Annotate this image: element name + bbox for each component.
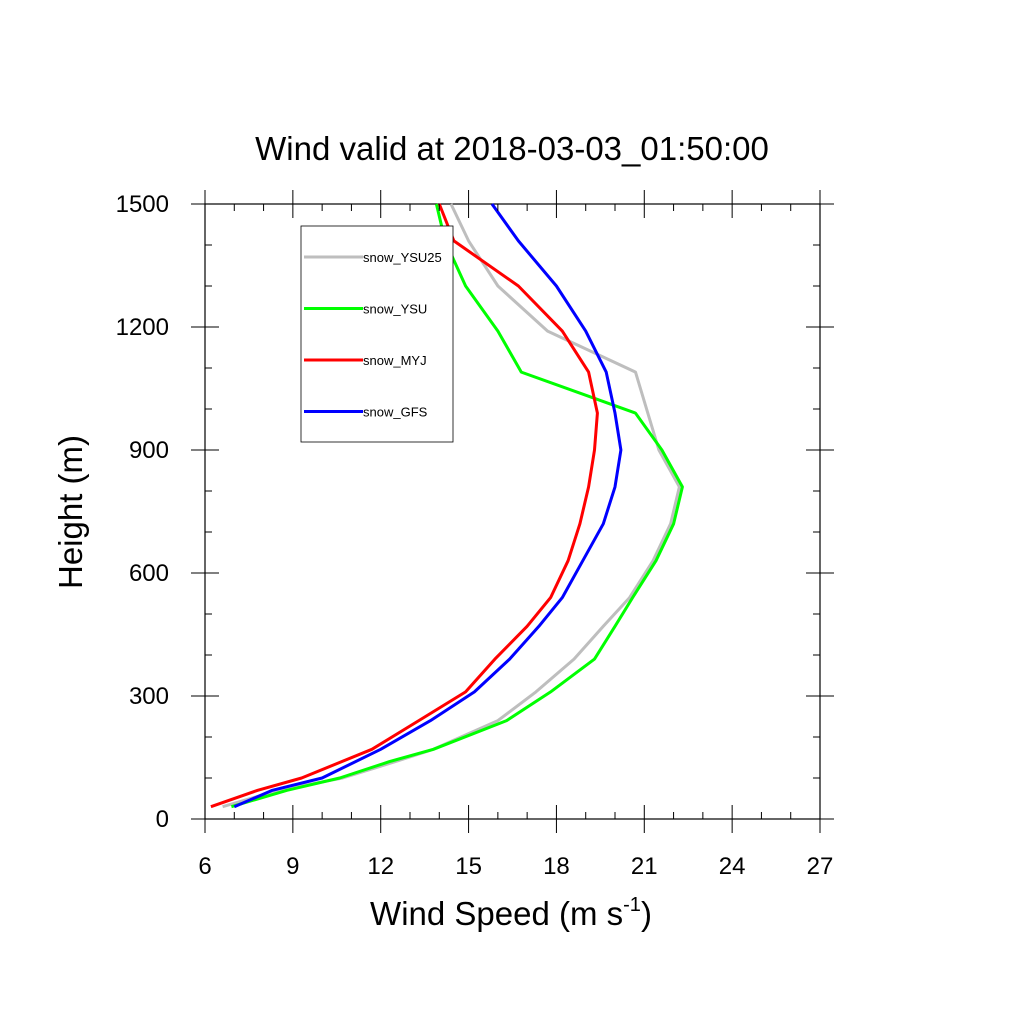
legend-label-snow_GFS: snow_GFS (363, 405, 428, 420)
legend-box (300, 225, 454, 443)
x-tick-label: 24 (719, 853, 746, 880)
y-tick-label: 1200 (116, 314, 169, 341)
x-axis-title-main: Wind Speed (m s (370, 895, 623, 932)
x-axis-title-end: ) (641, 895, 652, 932)
x-tick-label: 27 (807, 853, 834, 880)
series-line-snow_GFS (233, 203, 623, 809)
series-line-snow_YSU (230, 203, 684, 809)
x-tick-label: 6 (198, 853, 211, 880)
legend-label-snow_YSU: snow_YSU (363, 302, 427, 317)
x-tick-label: 9 (286, 853, 299, 880)
legend: snow_YSU25 snow_YSU snow_MYJ snow_GFS (300, 225, 454, 443)
y-tick-label: 1500 (116, 191, 169, 218)
ticks-layer: 6 9 12 15 18 21 24 27 0 300 600 900 1200 1500 (116, 190, 834, 880)
plot-border (204, 203, 821, 820)
chart-title: Wind valid at 2018-03-03_01:50:00 (255, 130, 769, 167)
plot-frame (204, 203, 821, 820)
x-axis-title: Wind Speed (m s-1) (370, 894, 652, 932)
series-line-snow_MYJ (210, 203, 599, 809)
x-axis-title-sup: -1 (623, 894, 641, 916)
legend-label-snow_MYJ: snow_MYJ (363, 353, 427, 368)
x-tick-label: 15 (455, 853, 482, 880)
y-tick-label: 900 (129, 437, 169, 464)
y-tick-label: 600 (129, 560, 169, 587)
x-tick-label: 21 (631, 853, 658, 880)
y-tick-label: 0 (156, 806, 169, 833)
series-layer (210, 203, 684, 809)
y-axis-title: Height (m) (52, 435, 89, 589)
legend-label-snow_YSU25: snow_YSU25 (363, 250, 442, 265)
x-tick-label: 18 (543, 853, 570, 880)
x-tick-label: 12 (367, 853, 394, 880)
y-tick-label: 300 (129, 683, 169, 710)
